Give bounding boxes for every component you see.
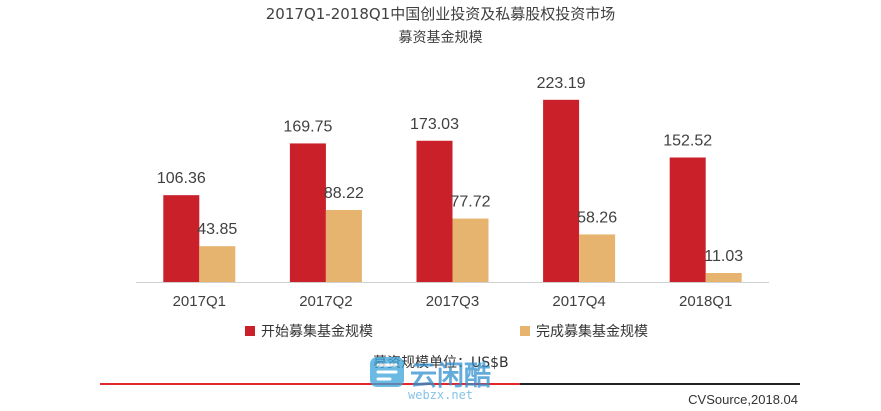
- watermark-logo: 云闲酷 webzx.net: [368, 349, 518, 403]
- data-label-start-2017Q4: 223.19: [537, 75, 586, 92]
- data-label-complete-2017Q1: 43.85: [197, 221, 237, 238]
- legend-label-start: 开始募集基金规模: [261, 324, 373, 340]
- x-tick-label-2017Q4: 2017Q4: [552, 293, 605, 310]
- x-tick-label-2017Q3: 2017Q3: [426, 293, 479, 310]
- x-tick-label-2017Q1: 2017Q1: [173, 293, 226, 310]
- bar-start-2018Q1: [669, 157, 706, 282]
- bar-chart: 106.36 43.85 2017Q1 169.75 88.22 2017Q2 173.03…: [136, 75, 769, 310]
- legend-item-complete: 完成募集基金规模: [520, 321, 648, 341]
- legend-label-complete: 完成募集基金规模: [536, 324, 648, 340]
- bar-complete-2017Q1: [199, 246, 236, 282]
- x-tick-label-2018Q1: 2018Q1: [679, 293, 732, 310]
- legend-swatch-start: [245, 326, 255, 336]
- source-note: CVSource,2018.04: [688, 392, 798, 407]
- bar-complete-2017Q2: [325, 209, 362, 282]
- data-label-start-2017Q1: 106.36: [157, 170, 206, 187]
- bar-complete-2018Q1: [705, 272, 742, 282]
- bar-complete-2017Q4: [579, 234, 616, 282]
- watermark-subtext: webzx.net: [408, 388, 473, 402]
- data-label-complete-2018Q1: 11.03: [704, 248, 743, 265]
- chart-title: 2017Q1-2018Q1中国创业投资及私募股权投资市场: [265, 5, 616, 23]
- bar-start-2017Q4: [543, 99, 580, 283]
- bar-start-2017Q2: [289, 143, 326, 282]
- chart-subtitle: 募资基金规模: [398, 30, 483, 46]
- bar-complete-2017Q3: [452, 218, 489, 282]
- data-label-start-2017Q3: 173.03: [410, 116, 459, 133]
- x-tick-label-2017Q2: 2017Q2: [299, 293, 352, 310]
- data-label-complete-2017Q2: 88.22: [324, 185, 364, 202]
- data-label-start-2017Q2: 169.75: [283, 118, 332, 135]
- legend-swatch-complete: [520, 326, 530, 336]
- legend-item-start: 开始募集基金规模: [245, 321, 373, 341]
- bar-start-2017Q3: [416, 140, 453, 282]
- data-label-start-2018Q1: 152.52: [663, 132, 712, 149]
- data-label-complete-2017Q4: 58.26: [577, 209, 617, 226]
- bar-start-2017Q1: [163, 195, 200, 282]
- watermark-text: 云闲酷: [410, 361, 491, 392]
- unit-label: 募资规模单位：US$B: [373, 355, 509, 371]
- data-label-complete-2017Q3: 77.72: [450, 194, 490, 211]
- footer-divider: [100, 383, 800, 385]
